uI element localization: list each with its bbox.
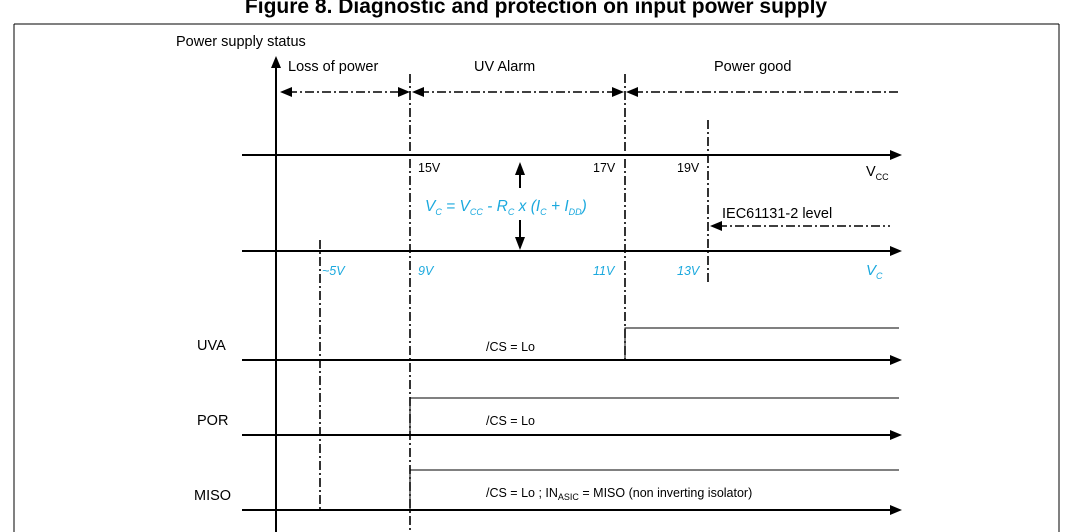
- vcc-threshold-19v: 19V: [677, 161, 700, 175]
- vc-axis-arrowhead: [890, 246, 902, 256]
- signal-name-por: POR: [197, 413, 228, 429]
- vc-threshold-13v: 13V: [677, 264, 701, 278]
- signal-arrowhead-miso: [890, 505, 902, 515]
- region-span-power-good: [626, 87, 898, 97]
- vcc-threshold-17v: 17V: [593, 161, 616, 175]
- vc-threshold-5v: ~5V: [322, 264, 346, 278]
- signal-name-miso: MISO: [194, 488, 231, 504]
- signal-waveform-miso: [409, 469, 899, 510]
- vc-axis-name: VC: [866, 262, 883, 281]
- vc-threshold-11v: 11V: [593, 264, 616, 278]
- vcc-threshold-15v: 15V: [418, 161, 441, 175]
- vc-formula: VC = VCC - RC x (IC + IDD): [425, 198, 587, 217]
- y-axis-arrowhead: [271, 56, 281, 68]
- signal-arrowhead-por: [890, 430, 902, 440]
- region-label-uv-alarm: UV Alarm: [474, 59, 535, 75]
- y-axis-label: Power supply status: [176, 34, 306, 50]
- signal-condition-uva: /CS = Lo: [486, 340, 535, 354]
- signal-arrowhead-uva: [890, 355, 902, 365]
- region-label-loss-of-power: Loss of power: [288, 59, 378, 75]
- signal-waveform-por: [409, 397, 899, 435]
- figure-title: Figure 8. Diagnostic and protection on i…: [245, 0, 828, 18]
- vcc-axis-arrowhead: [890, 150, 902, 160]
- region-label-power-good: Power good: [714, 59, 791, 75]
- signal-condition-miso: /CS = Lo ; INASIC = MISO (non inverting …: [486, 486, 752, 502]
- iec-level-label: IEC61131-2 level: [722, 206, 832, 222]
- iec-level-arrow: [710, 221, 890, 231]
- signal-waveform-uva: [624, 327, 899, 360]
- signal-condition-por: /CS = Lo: [486, 414, 535, 428]
- voltage-drop-arrow: [515, 162, 525, 250]
- region-span-loss-of-power: [280, 87, 410, 97]
- vcc-axis-name: VCC: [866, 164, 889, 182]
- region-span-uv-alarm: [412, 87, 624, 97]
- signal-name-uva: UVA: [197, 338, 226, 354]
- vc-threshold-9v: 9V: [418, 264, 435, 278]
